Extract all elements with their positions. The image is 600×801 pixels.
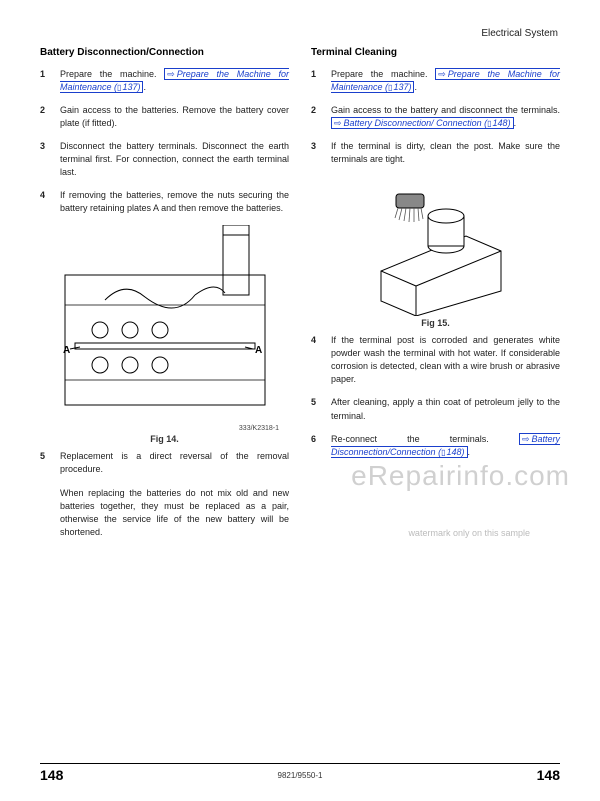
right-step-1: 1 Prepare the machine. Prepare the Machi…: [311, 68, 560, 94]
right-step-4: 4 If the terminal post is corroded and g…: [311, 334, 560, 386]
left-steps-2: 5 Replacement is a direct reversal of th…: [40, 450, 289, 476]
step-text: Disconnect the battery terminals. Discon…: [60, 141, 289, 177]
step-number: 1: [311, 68, 325, 81]
svg-text:A: A: [255, 345, 262, 356]
right-step-3: 3 If the terminal is dirty, clean the po…: [311, 140, 560, 166]
page-number-left: 148: [40, 767, 63, 783]
fig15-caption: Fig 15.: [311, 318, 560, 328]
step-number: 2: [40, 104, 54, 117]
content-columns: Battery Disconnection/Connection 1 Prepa…: [40, 47, 560, 549]
step-text: Gain access to the batteries. Remove the…: [60, 105, 289, 128]
step-number: 2: [311, 104, 325, 117]
step-number: 3: [40, 140, 54, 153]
left-column: Battery Disconnection/Connection 1 Prepa…: [40, 47, 289, 549]
step-number: 1: [40, 68, 54, 81]
fig14-ref: 333/K2318-1: [40, 425, 279, 432]
step-text: Prepare the machine.: [60, 69, 164, 79]
step-number: 5: [311, 396, 325, 409]
step-post: .: [468, 447, 471, 457]
left-step-3: 3 Disconnect the battery terminals. Disc…: [40, 140, 289, 179]
xref-link[interactable]: Battery Disconnection/ Connection (148): [331, 117, 514, 129]
left-title: Battery Disconnection/Connection: [40, 47, 289, 58]
left-step-1: 1 Prepare the machine. Prepare the Machi…: [40, 68, 289, 94]
fig15-diagram: [361, 176, 511, 316]
fig14-diagram: A A: [45, 225, 285, 425]
step-number: 4: [40, 189, 54, 202]
step-text: Gain access to the battery and disconnec…: [331, 105, 560, 115]
step-number: 3: [311, 140, 325, 153]
doc-number: 9821/9550-1: [278, 771, 323, 780]
step-number: 5: [40, 450, 54, 463]
step-text: Re-connect the terminals.: [331, 434, 519, 444]
step-post: .: [414, 82, 417, 92]
step-text: Prepare the machine.: [331, 69, 435, 79]
step-post: .: [143, 82, 146, 92]
figure-14: A A 333/K2318-1 Fig 14.: [40, 225, 289, 444]
step-text: If the terminal is dirty, clean the post…: [331, 141, 560, 164]
step-text: After cleaning, apply a thin coat of pet…: [331, 397, 560, 420]
left-step-2: 2 Gain access to the batteries. Remove t…: [40, 104, 289, 130]
left-note: When replacing the batteries do not mix …: [60, 487, 289, 539]
xref-text: Battery Disconnection/ Connection: [344, 118, 482, 128]
xref-page: 148: [493, 118, 508, 128]
step-number: 4: [311, 334, 325, 347]
right-step-6: 6 Re-connect the terminals. Battery Disc…: [311, 433, 560, 459]
xref-page: 137: [393, 82, 408, 92]
right-column: Terminal Cleaning 1 Prepare the machine.…: [311, 47, 560, 549]
right-steps-2: 4 If the terminal post is corroded and g…: [311, 334, 560, 458]
right-steps: 1 Prepare the machine. Prepare the Machi…: [311, 68, 560, 166]
right-step-5: 5 After cleaning, apply a thin coat of p…: [311, 396, 560, 422]
left-steps: 1 Prepare the machine. Prepare the Machi…: [40, 68, 289, 215]
step-text: If removing the batteries, remove the nu…: [60, 190, 289, 213]
right-step-2: 2 Gain access to the battery and disconn…: [311, 104, 560, 130]
xref-page: 148: [446, 447, 461, 457]
right-title: Terminal Cleaning: [311, 47, 560, 58]
step-text: If the terminal post is corroded and gen…: [331, 335, 560, 384]
page-footer: 148 9821/9550-1 148: [40, 763, 560, 783]
step-post: .: [514, 118, 517, 128]
left-step-5: 5 Replacement is a direct reversal of th…: [40, 450, 289, 476]
xref-page: 137: [122, 82, 137, 92]
step-text: Replacement is a direct reversal of the …: [60, 451, 289, 474]
page-number-right: 148: [537, 767, 560, 783]
header-system: Electrical System: [40, 28, 560, 39]
left-step-4: 4 If removing the batteries, remove the …: [40, 189, 289, 215]
step-number: 6: [311, 433, 325, 446]
fig14-caption: Fig 14.: [40, 434, 289, 444]
figure-15: Fig 15.: [311, 176, 560, 328]
svg-text:A: A: [63, 345, 70, 356]
